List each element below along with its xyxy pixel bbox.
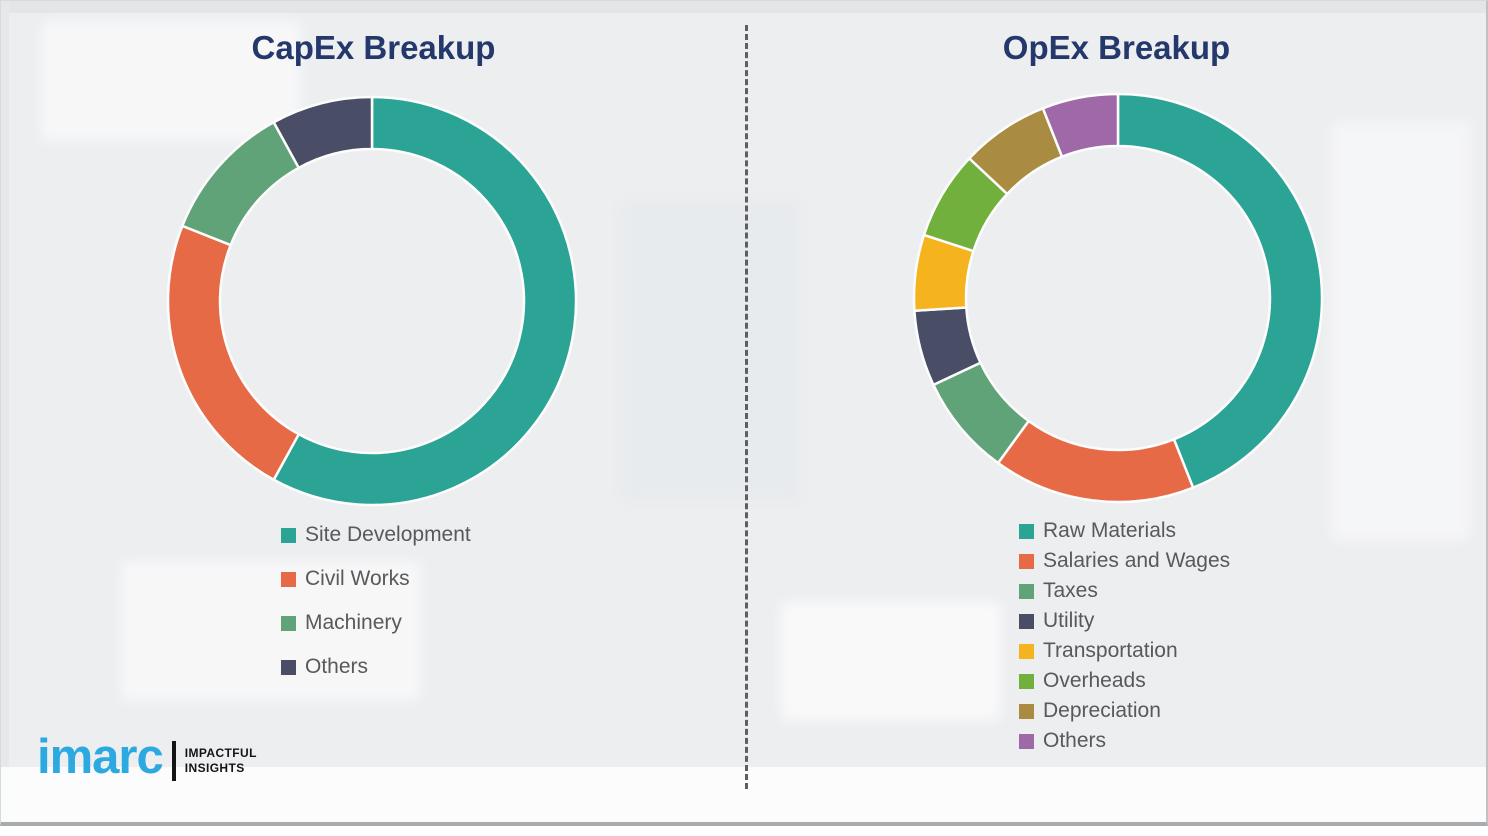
background-texture (1331, 121, 1471, 541)
legend-label-raw-materials: Raw Materials (1043, 519, 1177, 542)
legend-item-site-development: Site Development (281, 513, 471, 557)
background-texture (781, 601, 1001, 721)
legend-swatch-overheads (1019, 673, 1034, 689)
legend-item-civil-works: Civil Works (281, 557, 471, 601)
legend-item-overheads: Overheads (1019, 666, 1230, 696)
machinery-segment (181, 120, 301, 247)
legend-item-others: Others (1019, 726, 1230, 756)
logo-tagline-line2: INSIGHTS (184, 760, 245, 775)
logo-tagline-line1: IMPACTFUL (184, 746, 257, 761)
legend-label-site-development: Site Development (305, 523, 471, 546)
legend-item-machinery: Machinery (281, 601, 471, 645)
salaries-and-wages-segment (996, 419, 1195, 504)
legend-label-utility: Utility (1043, 609, 1095, 632)
logo-divider-bar (171, 740, 176, 781)
opex-title: OpEx Breakup (1002, 29, 1231, 66)
legend-label-others: Others (1043, 729, 1107, 752)
dashed-divider (745, 25, 748, 789)
raw-materials-segment (1116, 92, 1324, 489)
legend-item-others: Others (281, 645, 471, 689)
logo-tagline: IMPACTFUL INSIGHTS (185, 746, 257, 775)
opex-panel: OpEx Breakup Raw Materials Salaries and W… (746, 1, 1486, 822)
civil-works-segment (166, 224, 301, 482)
legend-swatch-civil-works (281, 571, 296, 587)
legend-item-depreciation: Depreciation (1019, 696, 1230, 726)
legend-swatch-raw-materials (1019, 523, 1034, 539)
legend-swatch-others (281, 659, 296, 675)
legend-item-salaries-and-wages: Salaries and Wages (1019, 546, 1230, 576)
legend-label-machinery: Machinery (305, 611, 402, 634)
legend-swatch-machinery (281, 615, 296, 631)
legend-swatch-salaries-and-wages (1019, 553, 1034, 569)
legend-label-civil-works: Civil Works (305, 567, 410, 590)
legend-swatch-taxes (1019, 583, 1034, 599)
legend-swatch-depreciation (1019, 703, 1034, 719)
legend-item-utility: Utility (1019, 606, 1230, 636)
opex-legend: Raw Materials Salaries and Wages Taxes Util… (1019, 516, 1230, 756)
legend-label-transportation: Transportation (1043, 639, 1178, 662)
legend-label-others: Others (305, 655, 369, 678)
legend-label-overheads: Overheads (1043, 669, 1146, 692)
legend-item-transportation: Transportation (1019, 636, 1230, 666)
legend-label-taxes: Taxes (1043, 579, 1098, 602)
legend-swatch-site-development (281, 527, 296, 543)
legend-label-salaries-and-wages: Salaries and Wages (1043, 549, 1231, 572)
legend-swatch-others (1019, 733, 1034, 749)
opex-donut-chart (912, 92, 1324, 504)
background-texture (121, 561, 421, 701)
background-texture (41, 21, 301, 141)
imarc-logo: imarc IMPACTFUL INSIGHTS (37, 733, 257, 782)
legend-item-raw-materials: Raw Materials (1019, 516, 1230, 546)
capex-legend: Site Development Civil Works Machinery Othe… (281, 513, 471, 689)
capex-donut-chart (166, 95, 578, 507)
legend-item-taxes: Taxes (1019, 576, 1230, 606)
others-segment (272, 95, 374, 170)
legend-swatch-transportation (1019, 643, 1034, 659)
others-segment (1041, 92, 1120, 158)
imarc-logo-text: imarc (37, 730, 164, 784)
background-texture (621, 201, 801, 501)
legend-label-depreciation: Depreciation (1043, 699, 1161, 722)
capex-title: CapEx Breakup (251, 29, 496, 66)
site-development-segment (272, 95, 578, 507)
capex-panel: CapEx Breakup Site Development Civil Work… (1, 1, 746, 822)
legend-swatch-utility (1019, 613, 1034, 629)
